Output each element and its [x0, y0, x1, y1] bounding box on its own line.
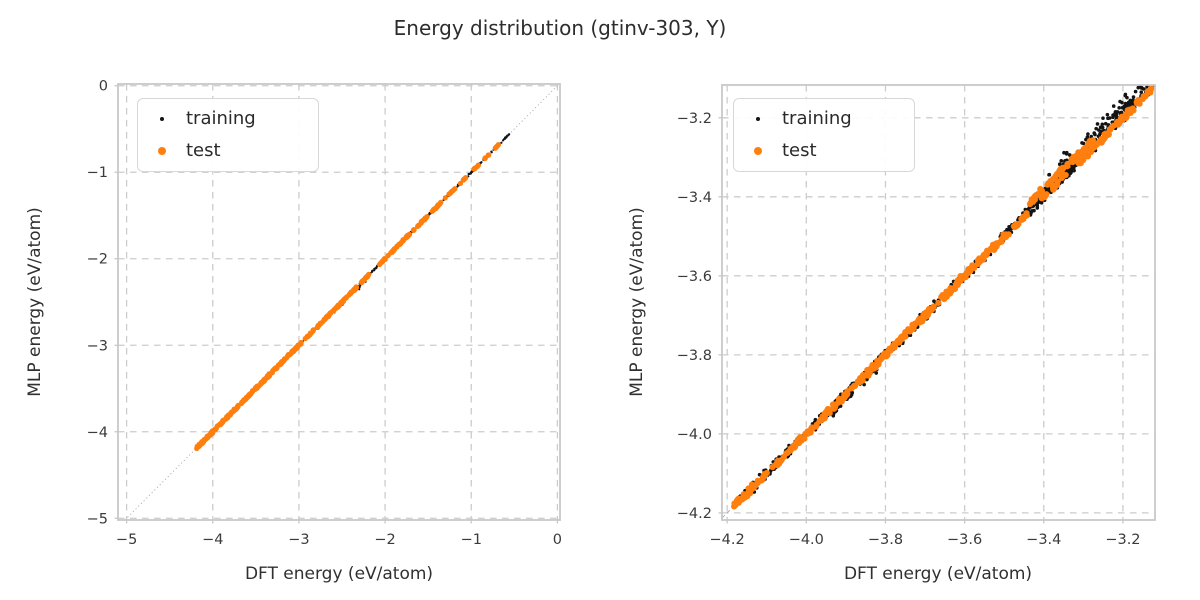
- left-x-axis-label: DFT energy (eV/atom): [244, 564, 434, 584]
- left-series-test: [194, 142, 502, 452]
- left-ytick-label: −4: [87, 425, 108, 441]
- right-xtick-label: −4.2: [710, 532, 745, 548]
- right-ytick-label: −3.4: [677, 190, 712, 206]
- left-axes-frame: [117, 83, 561, 521]
- left-xtick-label: 0: [553, 532, 562, 548]
- legend-label-training: training: [186, 107, 256, 129]
- right-xtick-label: −3.6: [947, 532, 982, 548]
- left-xtick-label: −5: [116, 532, 137, 548]
- figure-title: Energy distribution (gtinv-303, Y): [393, 16, 727, 40]
- legend-item-test: test: [138, 135, 318, 167]
- left-ytick-label: 0: [99, 79, 108, 95]
- right-xtick-label: −4.0: [789, 532, 824, 548]
- left-y-axis-label: MLP energy (eV/atom): [25, 207, 45, 397]
- training-marker-icon: [756, 116, 760, 121]
- legend-item-training: training: [734, 103, 914, 135]
- legend-label-training: training: [782, 107, 852, 129]
- legend-label-test: test: [782, 140, 817, 162]
- test-marker-icon: [754, 147, 762, 156]
- right-legend: training test: [733, 98, 915, 172]
- right-ytick-label: −3.8: [677, 348, 712, 364]
- right-ytick-label: −4.2: [677, 506, 712, 522]
- left-xtick-label: −3: [288, 532, 309, 548]
- left-ytick-label: −2: [87, 252, 108, 268]
- right-ytick-label: −3.2: [677, 111, 712, 127]
- right-axes-frame: [721, 84, 1156, 521]
- right-xtick-label: −3.2: [1105, 532, 1140, 548]
- right-ytick-label: −4.0: [677, 427, 712, 443]
- legend-label-test: test: [186, 140, 221, 162]
- right-xtick-label: −3.8: [868, 532, 903, 548]
- right-ytick-label: −3.6: [677, 269, 712, 285]
- left-xtick-label: −2: [374, 532, 395, 548]
- left-legend: training test: [137, 98, 319, 172]
- right-plot: −4.2 −4.0 −3.8 −3.6 −3.4 −3.2 −3.2 −3.4 −3.6 −3.8…: [677, 84, 1156, 548]
- right-xtick-label: −3.4: [1026, 532, 1061, 548]
- test-marker-icon: [158, 147, 166, 156]
- left-xtick-label: −4: [202, 532, 223, 548]
- right-x-axis-label: DFT energy (eV/atom): [843, 564, 1033, 584]
- left-xtick-label: −1: [461, 532, 482, 548]
- left-ytick-label: −5: [87, 511, 108, 527]
- left-ytick-label: −3: [87, 338, 108, 354]
- left-ytick-label: −1: [87, 165, 108, 181]
- legend-item-test: test: [734, 135, 914, 167]
- right-series-test: [731, 85, 1155, 510]
- right-y-axis-label: MLP energy (eV/atom): [627, 207, 647, 397]
- legend-item-training: training: [138, 103, 318, 135]
- training-marker-icon: [160, 116, 164, 121]
